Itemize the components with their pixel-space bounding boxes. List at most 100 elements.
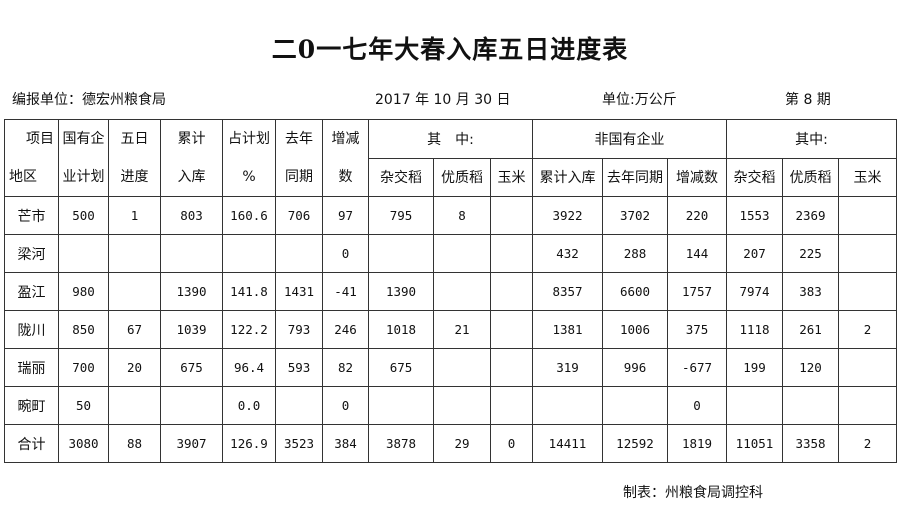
data-cell <box>490 196 533 235</box>
data-cell: 795 <box>368 196 434 235</box>
data-cell: 220 <box>667 196 727 235</box>
data-cell: 593 <box>275 348 323 387</box>
data-cell: 383 <box>782 272 839 311</box>
data-cell <box>726 386 783 425</box>
prepared-by: 制表：州粮食局调控科 <box>623 485 763 501</box>
subheader-cell: 增减数 <box>667 157 727 197</box>
region-name: 梁河 <box>4 234 59 273</box>
data-cell: 6600 <box>602 272 668 311</box>
data-cell <box>490 386 533 425</box>
data-cell <box>838 386 897 425</box>
data-cell: 288 <box>602 234 668 273</box>
issue-number: 第 8 期 <box>785 92 831 108</box>
progress-table: 项目 地区 国有企 业计划 五日 进度 累计 入库 占计划% 去年 同期 增减数 其 中:… <box>4 119 897 463</box>
region-name: 合计 <box>4 424 59 463</box>
table-row: 梁河 0 432 288 144 207 225 <box>4 234 897 273</box>
subheader-cell: 优质稻 <box>782 157 839 197</box>
data-cell <box>160 386 223 425</box>
measurement-unit: 单位:万公斤 <box>602 92 677 108</box>
data-cell: 3907 <box>160 424 223 463</box>
data-cell: -677 <box>667 348 727 387</box>
header-last-year: 去年 同期 <box>275 119 323 197</box>
table-row: 芒市 500 1 803 160.6 706 97 795 8 3922 3702 220 1553 23… <box>4 196 897 235</box>
table-row: 畹町 50 0.0 0 0 <box>4 386 897 425</box>
data-cell <box>433 386 491 425</box>
data-cell <box>532 386 603 425</box>
data-cell: 1039 <box>160 310 223 349</box>
data-cell: 67 <box>108 310 161 349</box>
data-cell: 12592 <box>602 424 668 463</box>
data-cell: 0 <box>322 386 369 425</box>
data-cell: 0.0 <box>222 386 276 425</box>
header-non-state: 非国有企业 <box>532 119 727 159</box>
data-cell: 14411 <box>532 424 603 463</box>
data-cell: 141.8 <box>222 272 276 311</box>
subheader-cell: 优质稻 <box>433 157 491 197</box>
region-name: 芒市 <box>4 196 59 235</box>
data-cell <box>222 234 276 273</box>
data-cell: 82 <box>322 348 369 387</box>
header-row-1: 项目 地区 国有企 业计划 五日 进度 累计 入库 占计划% 去年 同期 增减数 其 中:… <box>4 119 897 197</box>
data-cell: 207 <box>726 234 783 273</box>
header-state-plan: 国有企 业计划 <box>58 119 109 197</box>
data-cell: 1018 <box>368 310 434 349</box>
data-cell <box>275 386 323 425</box>
subheader-cell: 累计入库 <box>532 157 603 197</box>
header-cumulative: 累计 入库 <box>160 119 223 197</box>
data-cell: 50 <box>58 386 109 425</box>
data-cell <box>602 386 668 425</box>
data-cell: 996 <box>602 348 668 387</box>
data-cell <box>108 272 161 311</box>
data-cell <box>368 386 434 425</box>
data-cell: 850 <box>58 310 109 349</box>
data-cell: 126.9 <box>222 424 276 463</box>
data-cell: 2369 <box>782 196 839 235</box>
data-cell <box>838 348 897 387</box>
data-cell: 1390 <box>368 272 434 311</box>
data-cell <box>58 234 109 273</box>
reporting-unit: 编报单位：德宏州粮食局 <box>12 92 166 108</box>
data-cell: 144 <box>667 234 727 273</box>
data-cell: 432 <box>532 234 603 273</box>
data-cell: 3080 <box>58 424 109 463</box>
data-cell: 3878 <box>368 424 434 463</box>
data-cell: 8357 <box>532 272 603 311</box>
data-cell <box>108 234 161 273</box>
data-cell: 803 <box>160 196 223 235</box>
data-cell: 96.4 <box>222 348 276 387</box>
region-name: 瑞丽 <box>4 348 59 387</box>
data-cell: 1390 <box>160 272 223 311</box>
data-cell: 1381 <box>532 310 603 349</box>
data-cell: 384 <box>322 424 369 463</box>
data-cell: 11051 <box>726 424 783 463</box>
data-cell <box>490 234 533 273</box>
data-cell: 120 <box>782 348 839 387</box>
header-five-day: 五日 进度 <box>108 119 161 197</box>
header-region: 项目 地区 <box>4 119 59 197</box>
data-cell: 1 <box>108 196 161 235</box>
data-cell <box>433 348 491 387</box>
data-cell: 500 <box>58 196 109 235</box>
subheader-cell: 玉米 <box>838 157 897 197</box>
data-cell <box>433 272 491 311</box>
data-cell: 3358 <box>782 424 839 463</box>
data-cell: 3922 <box>532 196 603 235</box>
data-cell: -41 <box>322 272 369 311</box>
table-row: 合计 3080 88 3907 126.9 3523 384 3878 29 0 14411 1259… <box>4 424 897 463</box>
data-cell <box>490 348 533 387</box>
data-cell: 246 <box>322 310 369 349</box>
data-cell: 8 <box>433 196 491 235</box>
table-row: 盈江 980 1390 141.8 1431 -41 1390 8357 6600 1757 797… <box>4 272 897 311</box>
data-cell <box>838 196 897 235</box>
header-pct-plan: 占计划% <box>222 119 276 197</box>
data-cell: 225 <box>782 234 839 273</box>
subheader-cell: 去年同期 <box>602 157 668 197</box>
data-cell: 1006 <box>602 310 668 349</box>
header-change: 增减数 <box>322 119 369 197</box>
subheader-cell: 杂交稻 <box>368 157 434 197</box>
data-cell: 700 <box>58 348 109 387</box>
data-cell <box>838 272 897 311</box>
data-cell: 3702 <box>602 196 668 235</box>
data-cell: 7974 <box>726 272 783 311</box>
data-cell: 2 <box>838 310 897 349</box>
